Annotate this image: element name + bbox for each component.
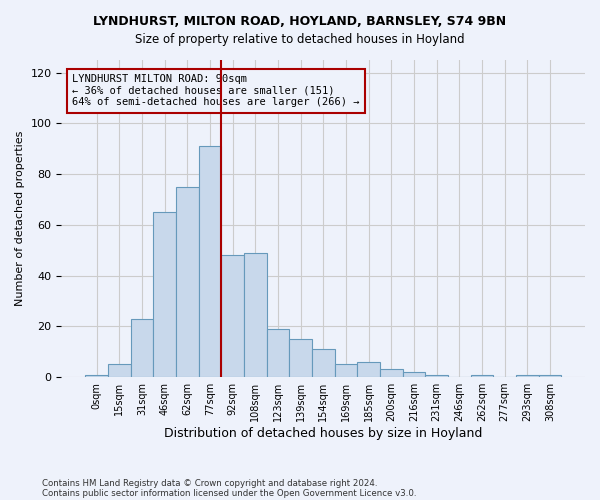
Bar bbox=[470, 374, 493, 377]
Bar bbox=[131, 318, 153, 377]
Bar bbox=[199, 146, 221, 377]
Bar bbox=[380, 370, 403, 377]
Text: Contains public sector information licensed under the Open Government Licence v3: Contains public sector information licen… bbox=[42, 488, 416, 498]
Bar bbox=[516, 374, 539, 377]
Bar bbox=[357, 362, 380, 377]
Bar bbox=[289, 339, 312, 377]
Bar bbox=[244, 253, 266, 377]
Y-axis label: Number of detached properties: Number of detached properties bbox=[15, 131, 25, 306]
Text: LYNDHURST, MILTON ROAD, HOYLAND, BARNSLEY, S74 9BN: LYNDHURST, MILTON ROAD, HOYLAND, BARNSLE… bbox=[94, 15, 506, 28]
Bar bbox=[539, 374, 561, 377]
Text: LYNDHURST MILTON ROAD: 90sqm
← 36% of detached houses are smaller (151)
64% of s: LYNDHURST MILTON ROAD: 90sqm ← 36% of de… bbox=[72, 74, 359, 108]
Bar bbox=[312, 349, 335, 377]
Bar bbox=[266, 329, 289, 377]
Bar bbox=[108, 364, 131, 377]
Text: Contains HM Land Registry data © Crown copyright and database right 2024.: Contains HM Land Registry data © Crown c… bbox=[42, 478, 377, 488]
Bar bbox=[176, 187, 199, 377]
X-axis label: Distribution of detached houses by size in Hoyland: Distribution of detached houses by size … bbox=[164, 427, 482, 440]
Bar bbox=[403, 372, 425, 377]
Bar bbox=[85, 374, 108, 377]
Bar bbox=[221, 256, 244, 377]
Bar bbox=[335, 364, 357, 377]
Bar bbox=[425, 374, 448, 377]
Text: Size of property relative to detached houses in Hoyland: Size of property relative to detached ho… bbox=[135, 32, 465, 46]
Bar bbox=[153, 212, 176, 377]
